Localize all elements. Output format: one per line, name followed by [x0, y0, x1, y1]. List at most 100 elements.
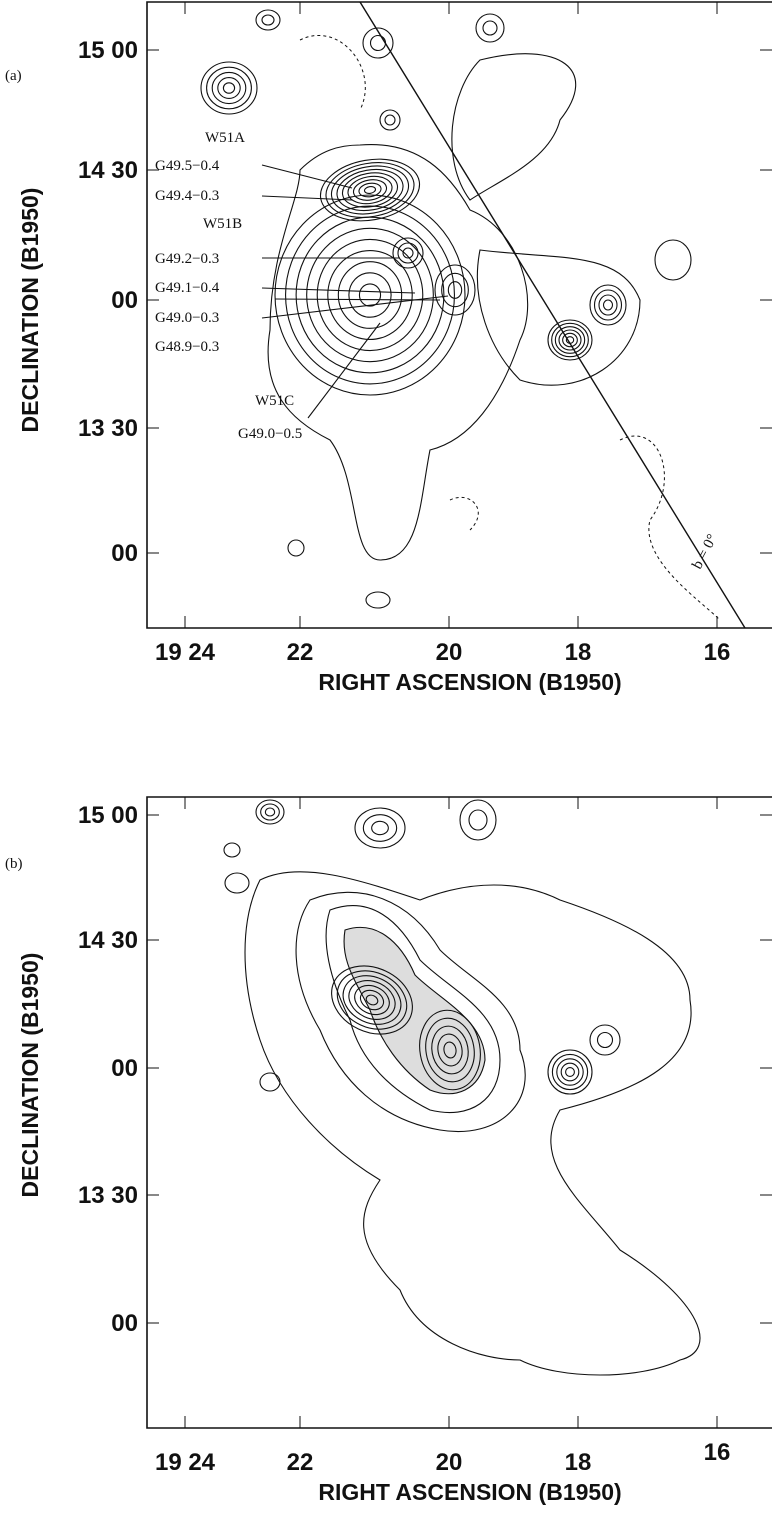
- y-tick-label: 15 00: [78, 802, 138, 829]
- contour: [562, 332, 578, 348]
- y-axis-title: DECLINATION (B1950): [17, 188, 43, 433]
- contour: [482, 20, 498, 36]
- contour: [560, 1062, 580, 1082]
- contour: [319, 158, 421, 222]
- contour: [475, 13, 505, 43]
- contour: [596, 1031, 614, 1049]
- contour: [419, 1009, 481, 1091]
- contour: [431, 1025, 469, 1075]
- contour: [325, 905, 501, 1114]
- y-tick-label: 15 00: [78, 37, 138, 64]
- contour: [589, 284, 627, 326]
- contour: [565, 1067, 575, 1077]
- annotation: G49.0−0.3: [155, 310, 219, 326]
- contour: [551, 1053, 589, 1091]
- panel-label: (a): [5, 68, 22, 84]
- contour: [434, 264, 476, 316]
- contour: [551, 322, 589, 358]
- leader-line: [261, 164, 353, 189]
- contour: [468, 809, 488, 831]
- contour: [325, 162, 415, 218]
- contour: [336, 168, 404, 212]
- contour: [341, 172, 399, 208]
- annotation: W51B: [203, 216, 242, 232]
- contour: [347, 175, 393, 205]
- contour: [476, 249, 641, 386]
- contour: [223, 842, 241, 858]
- contour: [654, 239, 692, 281]
- annotation: G49.2−0.3: [155, 251, 219, 267]
- annotation: W51A: [205, 130, 245, 146]
- contour: [200, 61, 258, 115]
- x-tick-label: 16: [704, 639, 731, 666]
- contour: [287, 539, 305, 557]
- contour: [331, 965, 413, 1035]
- contour: [224, 872, 250, 894]
- contour: [295, 891, 526, 1132]
- contour: [206, 66, 252, 110]
- x-tick-label: 19 24: [155, 1449, 216, 1476]
- contour: [443, 1041, 457, 1059]
- annotation: G49.0−0.5: [238, 426, 302, 442]
- contour: [589, 1024, 621, 1056]
- x-tick-label: 22: [287, 1449, 314, 1476]
- contour: [259, 1072, 281, 1092]
- contour: [354, 807, 406, 849]
- contour: [359, 989, 385, 1011]
- contour: [558, 329, 582, 351]
- contour: [447, 281, 463, 299]
- x-tick-label: 18: [565, 639, 592, 666]
- y-axis-title: DECLINATION (B1950): [17, 953, 43, 1198]
- contour: [285, 205, 455, 385]
- contour: [425, 1017, 475, 1083]
- contour: [255, 9, 281, 31]
- contour: [261, 14, 275, 26]
- x-tick-label: 18: [565, 1449, 592, 1476]
- contour: [330, 165, 410, 215]
- contour: [459, 799, 497, 841]
- x-axis-title: RIGHT ASCENSION (B1950): [318, 669, 621, 695]
- contour: [260, 803, 280, 821]
- contour: [217, 77, 241, 99]
- contour: [365, 994, 379, 1006]
- contour: [337, 261, 403, 329]
- y-tick-label: 00: [111, 1310, 138, 1337]
- leader-line: [261, 195, 353, 201]
- y-tick-label: 13 30: [78, 415, 138, 442]
- contour: [402, 247, 414, 259]
- annotation: G49.4−0.3: [155, 188, 219, 204]
- contour: [363, 186, 377, 194]
- contour: [362, 814, 398, 842]
- contour: [316, 238, 424, 352]
- annotation: W51C: [255, 393, 294, 409]
- contour: [369, 34, 387, 52]
- y-tick-label: 13 30: [78, 1182, 138, 1209]
- panel-label: (b): [5, 856, 23, 872]
- contour: [602, 299, 614, 311]
- contour: [306, 227, 434, 363]
- y-tick-label: 00: [111, 1055, 138, 1082]
- contour: [222, 82, 236, 94]
- y-tick-label: 14 30: [78, 157, 138, 184]
- y-tick-label: 00: [111, 540, 138, 567]
- x-tick-label: 19 24: [155, 639, 216, 666]
- contour: [437, 1033, 463, 1067]
- contour: [451, 53, 577, 201]
- contour: [327, 250, 413, 340]
- contour: [354, 984, 390, 1016]
- contour: [384, 114, 396, 126]
- contour: [371, 820, 389, 836]
- contour: [365, 591, 391, 609]
- frame: [146, 796, 772, 1429]
- contour: [211, 71, 247, 105]
- contour: [348, 980, 396, 1020]
- contour: [336, 970, 408, 1030]
- contour: [255, 799, 285, 825]
- x-tick-label: 22: [287, 639, 314, 666]
- contour: [342, 975, 402, 1025]
- x-axis-title: RIGHT ASCENSION (B1950): [318, 1479, 621, 1505]
- contour: [565, 336, 575, 344]
- contour: [343, 926, 486, 1095]
- contour: [554, 326, 586, 354]
